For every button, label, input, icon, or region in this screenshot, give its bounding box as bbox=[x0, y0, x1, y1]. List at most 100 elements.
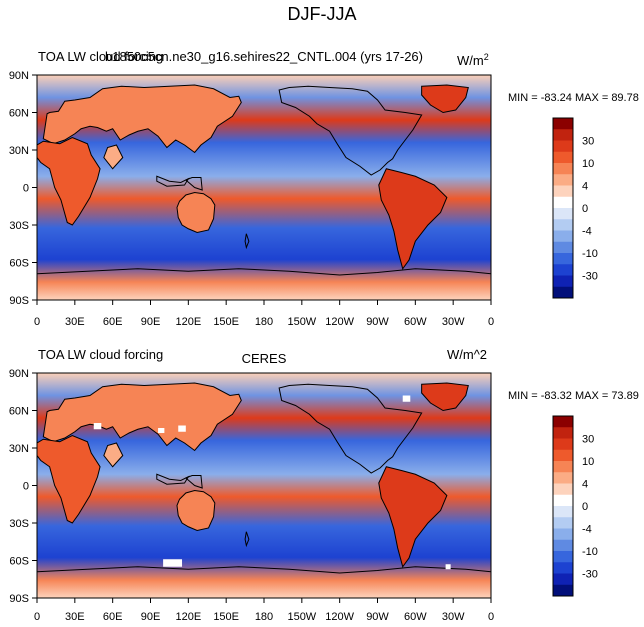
y-tick-label: 60N bbox=[9, 406, 29, 418]
y-tick-label: 60S bbox=[9, 258, 29, 270]
colorbar-swatch bbox=[553, 208, 573, 220]
colorbar-label: -4 bbox=[582, 524, 592, 536]
y-tick-label: 90S bbox=[9, 295, 29, 307]
colorbar-swatch bbox=[553, 286, 573, 299]
y-tick-label: 0 bbox=[23, 481, 29, 493]
x-tick-label: 120W bbox=[325, 611, 354, 623]
x-tick-label: 90E bbox=[141, 611, 161, 623]
x-tick-label: 60E bbox=[103, 316, 123, 328]
colorbar-label: -30 bbox=[582, 271, 598, 283]
colorbar-swatch bbox=[553, 494, 573, 507]
stats-label: MIN = -83.32 MAX = 73.89 bbox=[508, 390, 639, 402]
colorbar-swatch bbox=[553, 118, 573, 130]
x-tick-label: 120W bbox=[325, 316, 354, 328]
colorbar-label: -4 bbox=[582, 226, 592, 238]
continents bbox=[37, 382, 491, 574]
x-tick-label: 0 bbox=[488, 611, 494, 623]
x-tick-label: 30W bbox=[442, 316, 465, 328]
colorbar-frame bbox=[552, 415, 574, 597]
panel-title-left: TOA LW cloud forcing bbox=[38, 347, 163, 362]
colorbar-swatch bbox=[553, 584, 573, 597]
colorbar-swatch bbox=[553, 196, 573, 209]
y-tick-label: 90N bbox=[9, 70, 29, 82]
colorbar-label: 4 bbox=[582, 479, 588, 491]
colorbar-swatch bbox=[553, 416, 573, 428]
colorbar-label: 4 bbox=[582, 181, 588, 193]
colorbar-swatch bbox=[553, 517, 573, 529]
colorbar-swatch bbox=[553, 264, 573, 276]
x-tick-label: 120E bbox=[175, 611, 201, 623]
panel-model: TOA LW cloud forcing b1850c5cn.ne30_g16.… bbox=[9, 49, 639, 328]
x-axis: 0 30E 60E 90E 120E 150E 180 150W 120W 90… bbox=[34, 300, 494, 328]
panel-units: W/m^2 bbox=[447, 347, 487, 362]
x-tick-label: 120E bbox=[175, 316, 201, 328]
colorbar-label: 30 bbox=[582, 136, 594, 148]
colorbar-label: 0 bbox=[582, 203, 588, 215]
x-tick-label: 150E bbox=[213, 611, 239, 623]
colorbar-label: -10 bbox=[582, 248, 598, 260]
x-tick-label: 30E bbox=[65, 611, 85, 623]
colorbar-swatch bbox=[553, 140, 573, 153]
colorbar-swatch bbox=[553, 506, 573, 518]
figure-title: DJF-JJA bbox=[288, 4, 357, 24]
stats-label: MIN = -83.24 MAX = 89.78 bbox=[508, 92, 639, 104]
colorbar-swatch bbox=[553, 241, 573, 254]
colorbar-swatch bbox=[553, 275, 573, 288]
x-tick-label: 150E bbox=[213, 316, 239, 328]
panel-title-center: b1850c5cn.ne30_g16.sehires22_CNTL.004 (y… bbox=[105, 49, 423, 64]
colorbar-label: -30 bbox=[582, 569, 598, 581]
x-axis: 0 30E 60E 90E 120E 150E 180 150W 120W 90… bbox=[34, 598, 494, 623]
colorbar-swatch bbox=[553, 174, 573, 186]
x-tick-label: 60W bbox=[404, 611, 427, 623]
y-tick-label: 30N bbox=[9, 443, 29, 455]
y-tick-label: 90S bbox=[9, 593, 29, 605]
colorbar-label: 30 bbox=[582, 434, 594, 446]
x-tick-label: 60E bbox=[103, 611, 123, 623]
y-axis: 90N 60N 30N 0 30S 60S 90S bbox=[9, 70, 37, 307]
colorbar-swatch bbox=[553, 163, 573, 175]
y-tick-label: 30S bbox=[9, 518, 29, 530]
y-axis: 90N 60N 30N 0 30S 60S 90S bbox=[9, 368, 37, 605]
colorbar-swatch bbox=[553, 573, 573, 586]
y-tick-label: 60N bbox=[9, 108, 29, 120]
x-tick-label: 150W bbox=[287, 611, 316, 623]
x-tick-label: 90W bbox=[366, 611, 389, 623]
y-tick-label: 90N bbox=[9, 368, 29, 380]
x-tick-label: 0 bbox=[488, 316, 494, 328]
colorbar-swatch bbox=[553, 230, 573, 243]
colorbar-label: 0 bbox=[582, 501, 588, 513]
y-tick-label: 30N bbox=[9, 145, 29, 157]
colorbar-swatch bbox=[553, 151, 573, 164]
colorbar-swatch bbox=[553, 449, 573, 462]
panel-title-center: CERES bbox=[242, 351, 287, 366]
colorbar-swatch bbox=[553, 219, 573, 231]
x-tick-label: 0 bbox=[34, 316, 40, 328]
colorbar-swatch bbox=[553, 528, 573, 541]
x-tick-label: 150W bbox=[287, 316, 316, 328]
y-tick-label: 0 bbox=[23, 183, 29, 195]
colorbar-swatch bbox=[553, 129, 573, 141]
colorbar-swatch bbox=[553, 562, 573, 574]
panel-title-left: TOA LW cloud forcing bbox=[38, 49, 163, 64]
panel-units: W/m2 bbox=[457, 52, 489, 68]
continents bbox=[37, 84, 491, 276]
x-tick-label: 90E bbox=[141, 316, 161, 328]
y-tick-label: 60S bbox=[9, 556, 29, 568]
colorbar-swatch bbox=[553, 461, 573, 473]
x-tick-label: 0 bbox=[34, 611, 40, 623]
x-tick-label: 90W bbox=[366, 316, 389, 328]
colorbar-frame bbox=[552, 117, 574, 299]
y-tick-label: 30S bbox=[9, 220, 29, 232]
colorbar-label: 10 bbox=[582, 456, 594, 468]
colorbar-label: -10 bbox=[582, 546, 598, 558]
colorbar-label: 10 bbox=[582, 158, 594, 170]
colorbar-model: 30 10 4 0 -4 -10 -30 bbox=[552, 117, 598, 299]
colorbar-obs: 30 10 4 0 -4 -10 -30 bbox=[552, 415, 598, 597]
colorbar-swatch bbox=[553, 427, 573, 439]
colorbar-swatch bbox=[553, 472, 573, 484]
colorbar-swatch bbox=[553, 551, 573, 563]
colorbar-swatch bbox=[553, 438, 573, 451]
colorbar-swatch bbox=[553, 253, 573, 265]
x-tick-label: 30E bbox=[65, 316, 85, 328]
